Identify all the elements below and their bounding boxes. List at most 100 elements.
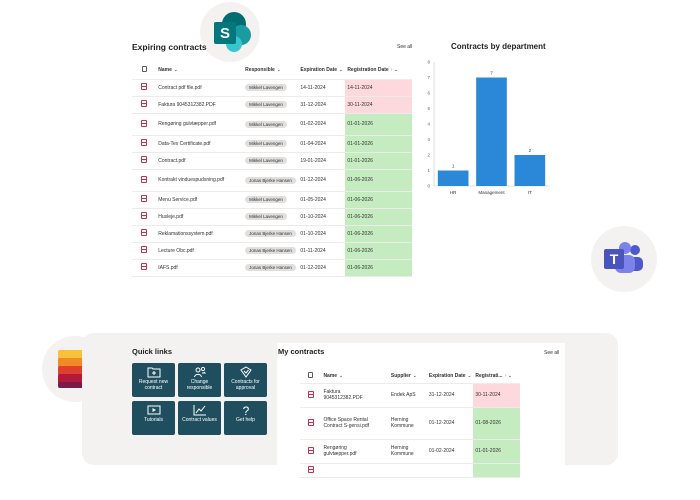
table-row[interactable]: Rengøring gulvtæpper.pdf Mikkel Lavengen… bbox=[132, 113, 412, 136]
video-icon bbox=[147, 405, 160, 415]
expiration-date: 31-12-2024 bbox=[426, 383, 474, 408]
contract-name[interactable]: Rengøring gulvtæpper.pdf bbox=[158, 120, 217, 127]
pdf-icon bbox=[141, 212, 148, 219]
data-label: 2 bbox=[529, 148, 532, 153]
my-contracts-title: My contracts bbox=[278, 347, 325, 356]
contract-name[interactable]: Kontrakt vinduespudsning.pdf bbox=[158, 176, 225, 183]
table-row[interactable]: Reklamationssystem.pdf Jonas Bjerke Hans… bbox=[132, 225, 412, 243]
contract-name[interactable]: Faktura 9045312382.PDF bbox=[156, 96, 244, 114]
responsible-pill[interactable]: Mikkel Lavengen bbox=[245, 140, 287, 147]
quick-link-contract-values[interactable]: Contract values bbox=[178, 401, 221, 435]
bar-it bbox=[514, 155, 546, 186]
table-row[interactable]: Lecture Obc.pdf Jonas Bjerke Hansen 01-1… bbox=[132, 242, 412, 260]
column-header-supplier[interactable]: Supplier ⌄ bbox=[388, 369, 427, 384]
table-row[interactable]: IAFS.pdf Jonas Bjerke Hansen 01-12-2024 … bbox=[132, 259, 412, 277]
contracts-by-department-chart: 0 1 2 3 4 5 6 7 8 1 HR 7 Management 2 IT bbox=[427, 60, 549, 195]
table-row[interactable]: Office Space Rental Contract S-gensi.pdf… bbox=[300, 407, 520, 440]
contract-name[interactable]: Reklamationssystem.pdf bbox=[156, 225, 244, 243]
column-header-name[interactable]: Name ⌄ bbox=[321, 369, 389, 384]
approval-icon bbox=[239, 366, 252, 378]
contract-name[interactable]: Contract.pdf bbox=[156, 152, 244, 170]
table-row[interactable]: Faktura 9045312382.PDF Mikkel Lavengen 3… bbox=[132, 96, 412, 114]
responsible-pill[interactable]: Jonas Bjerke Hansen bbox=[245, 247, 296, 254]
quick-link-change-responsible[interactable]: Change responsible bbox=[178, 363, 221, 397]
pdf-icon bbox=[141, 229, 148, 236]
contract-name[interactable]: Rengøring gulvtæpper.pdf bbox=[323, 444, 357, 458]
registration-date: 01-08-2026 bbox=[473, 407, 520, 440]
expiration-date: 19-01-2024 bbox=[298, 152, 346, 170]
bar-management bbox=[476, 77, 507, 186]
expiration-date: 01-10-2024 bbox=[298, 225, 346, 243]
responsible-pill[interactable]: Mikkel Lavengen bbox=[245, 84, 287, 91]
y-tick-label: 7 bbox=[427, 75, 430, 80]
column-header-expiration[interactable]: Expiration Date ⌄ bbox=[426, 369, 474, 384]
supplier: Endek ApS bbox=[388, 383, 427, 408]
pdf-icon bbox=[307, 390, 314, 398]
svg-text:?: ? bbox=[242, 404, 249, 416]
responsible-pill[interactable]: Jonas Bjerke Hansen bbox=[245, 176, 296, 184]
contract-name[interactable]: Lecture Obc.pdf bbox=[156, 242, 244, 260]
registration-date: 01-06-2026 bbox=[345, 259, 412, 277]
expiration-date: 01-11-2024 bbox=[298, 242, 346, 260]
expiration-date: 14-11-2024 bbox=[298, 79, 346, 97]
responsible-pill[interactable]: Mikkel Lavengen bbox=[245, 213, 287, 220]
responsible-pill[interactable]: Mikkel Lavengen bbox=[245, 157, 287, 164]
teams-logo: T bbox=[591, 226, 657, 292]
contract-name[interactable]: Menu Service.pdf bbox=[156, 191, 244, 209]
registration-date: 01-06-2026 bbox=[345, 191, 412, 209]
registration-date: 30-11-2024 bbox=[473, 383, 520, 408]
table-row[interactable]: Contract.pdf Mikkel Lavengen 19-01-2024 … bbox=[132, 152, 412, 170]
teams-icon: T bbox=[604, 242, 643, 273]
my-contracts-see-all-link[interactable]: See all bbox=[544, 350, 560, 356]
column-header-expiration[interactable]: Expiration Date ⌄ bbox=[298, 62, 346, 80]
column-header-registration[interactable]: Registrati... ↑ ⌄ bbox=[473, 369, 520, 384]
responsible-pill[interactable]: Jonas Bjerke Hansen bbox=[245, 230, 296, 237]
table-row[interactable]: Contract pdf file.pdf Mikkel Lavengen 14… bbox=[132, 79, 412, 97]
column-header-name[interactable]: Name ⌄ bbox=[156, 62, 244, 80]
quick-links-title: Quick links bbox=[132, 347, 173, 356]
contract-name[interactable]: Data-Tex Certificate.pdf bbox=[156, 135, 244, 153]
table-row[interactable]: Data-Tex Certificate.pdf Mikkel Lavengen… bbox=[132, 135, 412, 153]
contract-name[interactable]: IAFS.pdf bbox=[156, 259, 244, 277]
registration-date: 01-06-2026 bbox=[345, 242, 412, 260]
responsible-pill[interactable]: Mikkel Lavengen bbox=[245, 120, 287, 128]
table-row[interactable]: Kontrakt vinduespudsning.pdf Jonas Bjerk… bbox=[132, 169, 412, 192]
table-row[interactable] bbox=[300, 463, 520, 478]
data-label: 1 bbox=[452, 164, 455, 169]
contract-name[interactable]: Office Space Rental Contract S-gensi.pdf bbox=[323, 416, 370, 430]
column-header-responsible[interactable]: Responsible ⌄ bbox=[243, 62, 299, 80]
registration-date: 01-06-2026 bbox=[345, 208, 412, 226]
pdf-icon bbox=[141, 83, 148, 90]
column-header-registration[interactable]: Registration Date ↑ ⌄ bbox=[345, 62, 412, 80]
y-tick-label: 4 bbox=[427, 122, 430, 127]
contract-name[interactable]: Contract pdf file.pdf bbox=[156, 79, 244, 97]
expiring-see-all-link[interactable]: See all bbox=[397, 44, 413, 50]
quick-link-request-contract[interactable]: Request new contract bbox=[132, 363, 175, 397]
file-type-header[interactable] bbox=[132, 62, 157, 80]
contract-name[interactable] bbox=[321, 463, 389, 478]
sharepoint-logo: S bbox=[200, 2, 260, 62]
table-row[interactable]: Husleje.pdf Mikkel Lavengen 01-10-2024 0… bbox=[132, 208, 412, 226]
table-header-row: Name ⌄ Supplier ⌄ Expiration Date ⌄ Registr… bbox=[300, 369, 520, 384]
quick-link-contracts-approval[interactable]: Contracts for approval bbox=[224, 363, 267, 397]
chevron-down-icon: ⌄ bbox=[173, 67, 178, 73]
pdf-icon bbox=[141, 246, 148, 253]
chevron-down-icon: ⌄ bbox=[467, 372, 472, 378]
chevron-down-icon: ⌄ bbox=[339, 372, 343, 378]
expiration-date: 01-04-2024 bbox=[298, 135, 346, 153]
pdf-icon bbox=[141, 263, 148, 270]
x-tick-label: Management bbox=[478, 190, 505, 195]
table-row[interactable]: Faktura 9045312382.PDF Endek ApS 31-12-2… bbox=[300, 383, 520, 408]
contract-name[interactable]: Faktura 9045312382.PDF bbox=[323, 388, 363, 402]
registration-date: 01-01-2026 bbox=[345, 135, 412, 153]
file-type-header[interactable] bbox=[300, 369, 322, 384]
table-row[interactable]: Menu Service.pdf Mikkel Lavengen 01-05-2… bbox=[132, 191, 412, 209]
responsible-pill[interactable]: Mikkel Lavengen bbox=[245, 101, 287, 108]
table-row[interactable]: Rengøring gulvtæpper.pdf Herning Kommune… bbox=[300, 439, 520, 464]
quick-link-tutorials[interactable]: Tutorials bbox=[132, 401, 175, 435]
quick-link-get-help[interactable]: ? Get help bbox=[224, 401, 267, 435]
responsible-pill[interactable]: Jonas Bjerke Hansen bbox=[245, 264, 296, 271]
responsible-pill[interactable]: Mikkel Lavengen bbox=[245, 196, 287, 203]
contract-name[interactable]: Husleje.pdf bbox=[156, 208, 244, 226]
y-tick-label: 8 bbox=[427, 60, 430, 65]
